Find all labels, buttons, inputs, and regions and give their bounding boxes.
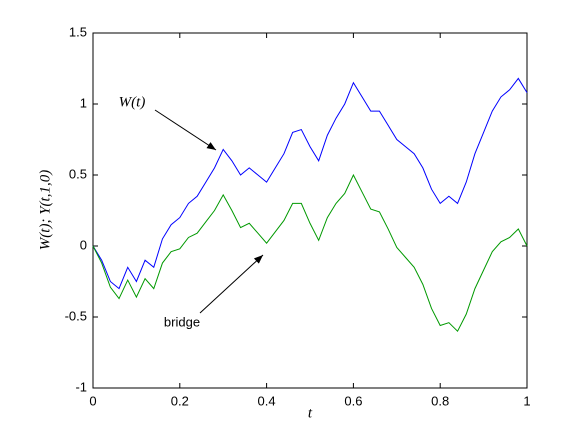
y-tick-label: 0.5 [69, 166, 87, 181]
series-line [92, 77, 528, 290]
y-axis-label: W(t); Y(t,1,0) [37, 170, 53, 250]
annotation-arrow [154, 109, 217, 151]
y-tick-label: -0.5 [65, 308, 87, 323]
x-tick-label: 0.6 [344, 393, 362, 408]
series-line [92, 173, 528, 333]
plot-frame [92, 32, 528, 389]
x-axis-label: t [308, 405, 313, 421]
annotation: W(t) [119, 94, 146, 110]
annotation: bridge [164, 314, 200, 329]
y-tick-label: 1 [80, 95, 87, 110]
y-tick-label: -1 [75, 379, 87, 394]
annotation-arrow [199, 254, 264, 314]
x-tick-label: 0.8 [431, 393, 449, 408]
x-tick-label: 0.2 [171, 393, 189, 408]
x-tick-label: 0 [89, 393, 96, 408]
y-tick-label: 1.5 [69, 24, 87, 39]
x-tick-label: 1 [523, 393, 530, 408]
x-tick-label: 0.4 [258, 393, 276, 408]
y-tick-label: 0 [80, 237, 87, 252]
